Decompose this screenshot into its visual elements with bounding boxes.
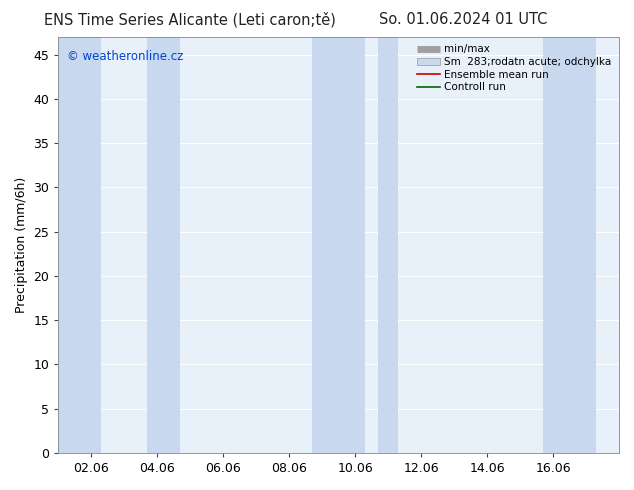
Text: So. 01.06.2024 01 UTC: So. 01.06.2024 01 UTC — [378, 12, 547, 27]
Bar — [378, 37, 398, 453]
Text: ENS Time Series Alicante (Leti caron;tě): ENS Time Series Alicante (Leti caron;tě) — [44, 12, 336, 28]
Bar — [58, 37, 101, 453]
Legend: min/max, Sm  283;rodatn acute; odchylka, Ensemble mean run, Controll run: min/max, Sm 283;rodatn acute; odchylka, … — [413, 40, 616, 97]
Bar — [313, 37, 365, 453]
Y-axis label: Precipitation (mm/6h): Precipitation (mm/6h) — [15, 177, 28, 313]
Text: © weatheronline.cz: © weatheronline.cz — [67, 49, 183, 63]
Bar — [543, 37, 596, 453]
Bar — [148, 37, 181, 453]
